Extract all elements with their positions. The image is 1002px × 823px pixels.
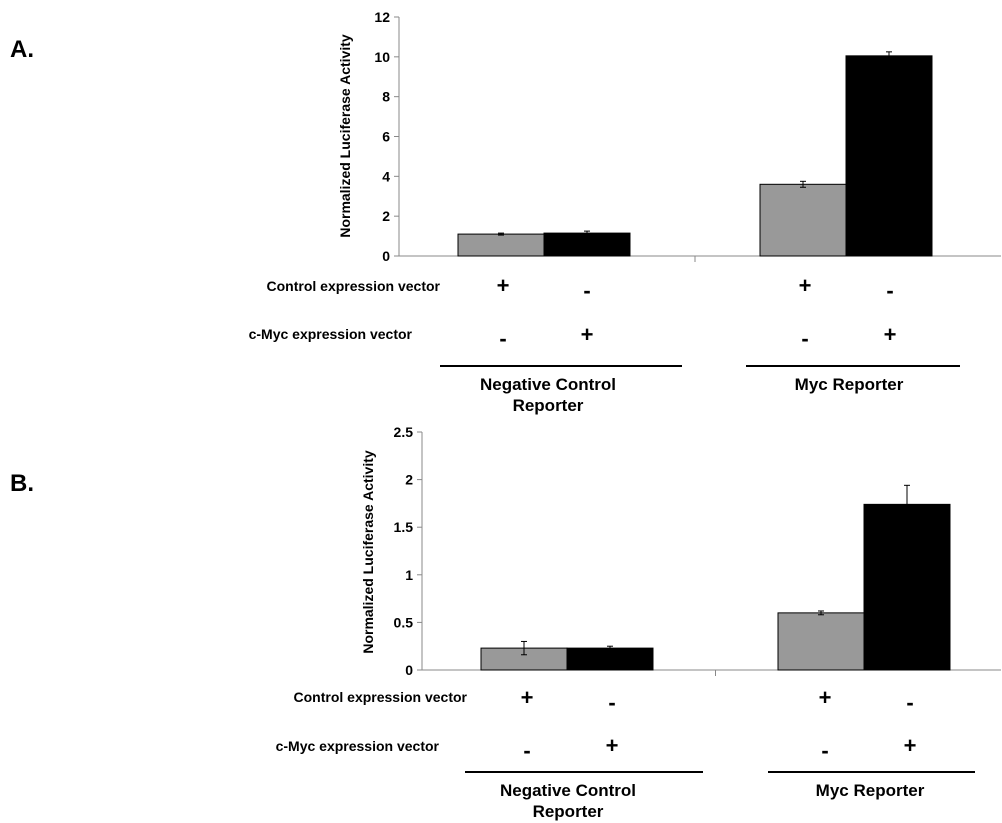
panel-a-sign-control-3: + [799,273,812,298]
panel-a: A. 0 2 4 6 8 10 12 Normalized Luciferase Activi… [10,9,1001,415]
panel-b-sign-myc-1: - [523,738,530,763]
panel-a-y-tick-label: 10 [374,49,390,65]
panel-b-bar-control-2 [777,612,865,671]
panel-b-bar-myc-1 [566,647,654,671]
panel-b-y-tick-label: 1 [405,567,413,583]
panel-b-y-tick-label: 0 [405,662,413,678]
panel-b-row-control-label: Control expression vector [294,689,468,705]
panel-a-chart: 0 2 4 6 8 10 12 Normalized Luciferase Activity [337,9,1001,264]
panel-a-y-axis-label: Normalized Luciferase Activity [337,34,353,238]
panel-a-sign-myc-2: + [581,322,594,347]
panel-a-y-tick-label: 0 [382,248,390,264]
panel-a-y-tick-label: 6 [382,129,390,145]
panel-a-group-2-label: Myc Reporter [795,375,904,394]
panel-b-sign-control-3: + [819,685,832,710]
panel-a-row-control-label: Control expression vector [267,278,441,294]
panel-a-y-tick-label: 8 [382,89,390,105]
panel-b-chart: 0 0.5 1 1.5 2 2.5 Normalized Luciferase Activi… [360,424,1001,678]
panel-b-y-axis-label: Normalized Luciferase Activity [360,450,376,654]
panel-b-sign-myc-4: + [904,733,917,758]
panel-b-row-myc-label: c-Myc expression vector [276,738,440,754]
panel-b-sign-myc-3: - [821,738,828,763]
panel-a-y-tick-label: 2 [382,208,390,224]
panel-b: B. 0 0.5 1 1.5 2 2.5 Normalized Luciferase Act… [10,424,1001,821]
panel-a-sign-myc-4: + [884,322,897,347]
panel-a-row-myc-label: c-Myc expression vector [249,326,413,342]
panel-b-sign-control-1: + [521,685,534,710]
panel-a-sign-control-2: - [583,278,590,303]
panel-b-sign-myc-2: + [606,733,619,758]
panel-a-bar-control-1 [457,233,545,257]
panel-b-label: B. [10,470,34,497]
panel-b-y-tick-label: 2 [405,472,413,488]
panel-b-y-tick-label: 2.5 [394,424,414,440]
panel-b-bar-myc-2 [863,503,951,671]
panel-a-group-1-label-line1: Negative Control [480,375,616,394]
panel-a-label: A. [10,36,34,63]
panel-b-sign-control-2: - [608,690,615,715]
panel-b-group-1-label-line1: Negative Control [500,781,636,800]
panel-a-y-tick-label: 12 [374,9,390,25]
panel-b-group-1-label-line2: Reporter [533,802,604,821]
panel-a-group-1-label-line2: Reporter [513,396,584,415]
panel-a-bar-myc-1 [543,232,631,257]
panel-b-sign-control-4: - [906,690,913,715]
panel-a-bar-myc-2 [845,55,933,257]
panel-b-group-2-label: Myc Reporter [816,781,925,800]
panel-b-y-tick-label: 1.5 [394,519,414,535]
panel-b-y-tick-label: 0.5 [394,614,414,630]
panel-a-sign-control-1: + [497,273,510,298]
panel-a-sign-control-4: - [886,278,893,303]
panel-a-sign-myc-3: - [801,326,808,351]
panel-a-bar-control-2 [759,183,847,257]
panel-a-y-tick-label: 4 [382,168,390,184]
panel-a-sign-myc-1: - [499,326,506,351]
